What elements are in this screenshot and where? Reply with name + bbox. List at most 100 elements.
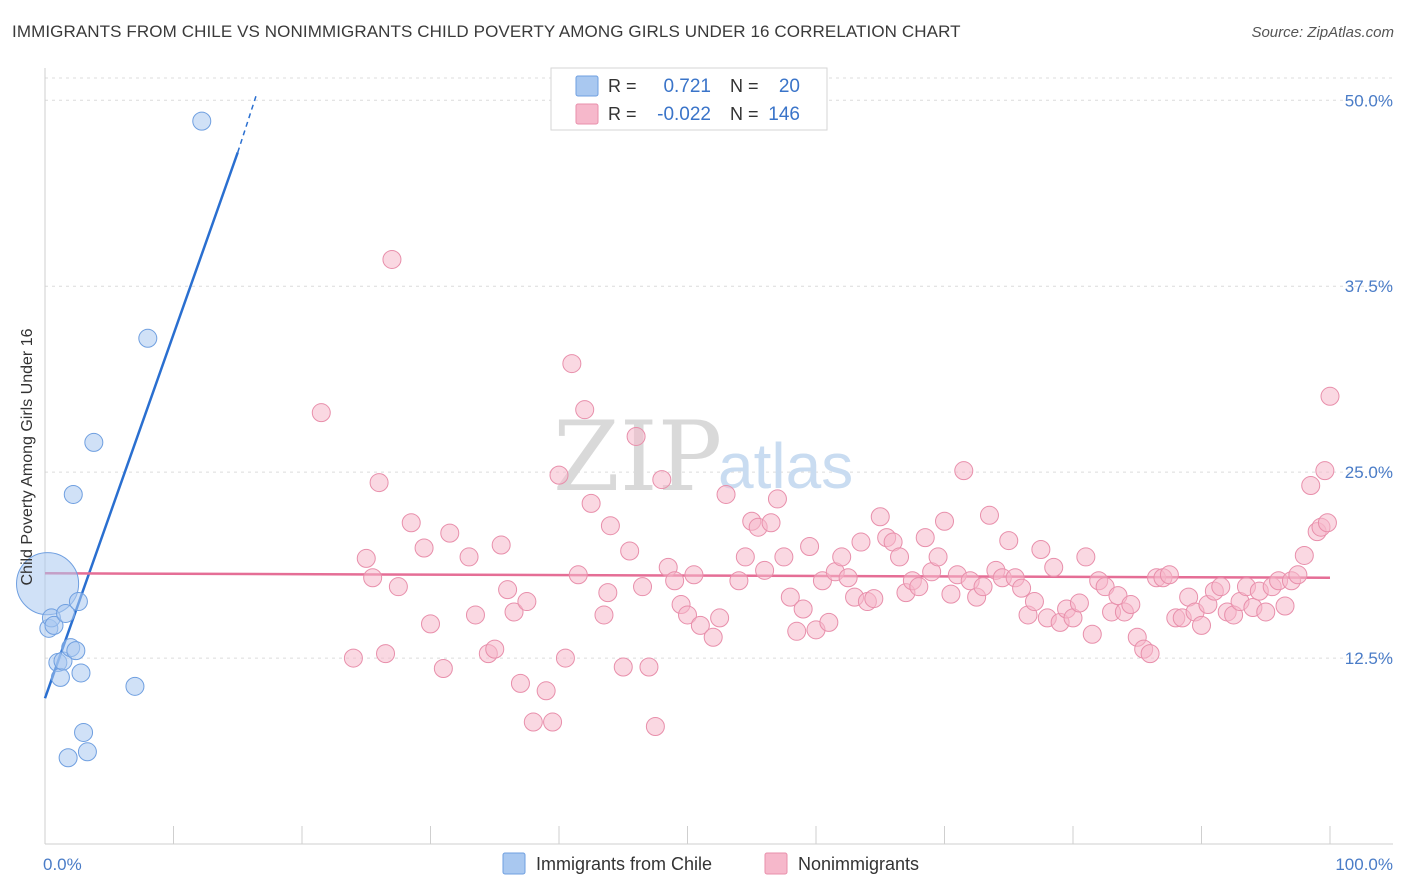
point-nonimmigrants xyxy=(1082,624,1102,644)
point-nonimmigrants xyxy=(1159,565,1179,585)
legend-r-label: R = xyxy=(608,104,637,124)
point-immigrants-chile xyxy=(84,432,104,452)
point-immigrants-chile xyxy=(77,742,97,762)
point-nonimmigrants xyxy=(498,580,518,600)
point-nonimmigrants xyxy=(626,426,646,446)
axes xyxy=(44,68,1393,845)
point-nonimmigrants xyxy=(645,716,665,736)
legend-r-value: 0.721 xyxy=(663,76,711,97)
point-nonimmigrants xyxy=(928,547,948,567)
point-nonimmigrants xyxy=(1288,565,1308,585)
point-nonimmigrants xyxy=(536,681,556,701)
legend-bottom-chile: Immigrants from Chile xyxy=(536,854,712,874)
data-points xyxy=(16,111,1340,768)
watermark: ZIP atlas xyxy=(553,401,853,513)
point-nonimmigrants xyxy=(414,538,434,558)
point-nonimmigrants xyxy=(555,648,575,668)
point-immigrants-chile xyxy=(56,603,76,623)
point-nonimmigrants xyxy=(598,583,618,603)
point-nonimmigrants xyxy=(890,547,910,567)
point-immigrants-chile xyxy=(63,484,83,504)
point-nonimmigrants xyxy=(581,493,601,513)
point-nonimmigrants xyxy=(819,612,839,632)
point-nonimmigrants xyxy=(562,354,582,374)
point-nonimmigrants xyxy=(665,571,685,591)
point-nonimmigrants xyxy=(941,584,961,604)
point-nonimmigrants xyxy=(999,531,1019,551)
point-nonimmigrants xyxy=(549,465,569,485)
point-nonimmigrants xyxy=(729,571,749,591)
point-nonimmigrants xyxy=(800,537,820,557)
watermark-zip: ZIP xyxy=(553,401,722,513)
point-nonimmigrants xyxy=(388,577,408,597)
trend-line-chile-extension xyxy=(237,92,258,153)
point-immigrants-chile xyxy=(66,641,86,661)
point-nonimmigrants xyxy=(735,547,755,567)
point-nonimmigrants xyxy=(1012,578,1032,598)
point-nonimmigrants xyxy=(864,589,884,609)
point-nonimmigrants xyxy=(369,473,389,493)
point-nonimmigrants xyxy=(382,249,402,269)
point-immigrants-chile xyxy=(71,663,91,683)
point-nonimmigrants xyxy=(774,547,794,567)
point-nonimmigrants xyxy=(459,547,479,567)
point-nonimmigrants xyxy=(1076,547,1096,567)
point-immigrants-chile xyxy=(58,748,78,768)
legend-n-label: N = xyxy=(730,76,759,96)
point-nonimmigrants xyxy=(1031,539,1051,559)
point-nonimmigrants xyxy=(311,403,331,423)
point-nonimmigrants xyxy=(600,516,620,536)
point-nonimmigrants xyxy=(523,712,543,732)
gridlines xyxy=(45,77,1393,659)
legend-bottom-swatch-chile xyxy=(502,852,526,875)
point-nonimmigrants xyxy=(1294,545,1314,565)
legend-n-label: N = xyxy=(730,104,759,124)
point-nonimmigrants xyxy=(440,523,460,543)
point-nonimmigrants xyxy=(678,605,697,625)
point-nonimmigrants xyxy=(421,614,440,634)
point-nonimmigrants xyxy=(915,528,935,548)
point-nonimmigrants xyxy=(485,639,505,659)
x-tick-labels: 0.0% 100.0% xyxy=(43,855,1393,874)
point-nonimmigrants xyxy=(343,648,363,668)
point-nonimmigrants xyxy=(780,587,800,607)
point-nonimmigrants xyxy=(1315,461,1335,481)
legend-swatch-chile xyxy=(575,75,599,97)
x-tick-label: 100.0% xyxy=(1335,855,1393,874)
point-immigrants-chile xyxy=(192,111,212,131)
point-nonimmigrants xyxy=(793,599,813,619)
point-nonimmigrants xyxy=(690,615,710,635)
point-immigrants-chile xyxy=(138,328,158,348)
y-tick-label: 37.5% xyxy=(1345,277,1393,296)
y-tick-label: 12.5% xyxy=(1345,649,1393,668)
point-nonimmigrants xyxy=(909,577,929,597)
point-nonimmigrants xyxy=(613,657,633,677)
point-nonimmigrants xyxy=(710,608,730,628)
legend-swatch-nonimmigrants xyxy=(575,103,599,125)
point-nonimmigrants xyxy=(787,621,807,641)
watermark-atlas: atlas xyxy=(718,430,853,502)
point-nonimmigrants xyxy=(703,627,723,647)
point-nonimmigrants xyxy=(1211,577,1231,597)
point-nonimmigrants xyxy=(684,565,704,585)
point-immigrants-chile xyxy=(44,615,64,635)
point-nonimmigrants xyxy=(620,541,640,561)
legend-bottom: Immigrants from Chile Nonimmigrants xyxy=(502,852,919,875)
point-nonimmigrants xyxy=(1044,557,1064,577)
chart-source: Source: ZipAtlas.com xyxy=(1251,24,1394,41)
point-nonimmigrants xyxy=(979,505,999,525)
point-nonimmigrants xyxy=(363,568,383,588)
legend-r-value: -0.022 xyxy=(657,104,711,125)
point-nonimmigrants xyxy=(633,577,653,597)
point-nonimmigrants xyxy=(838,568,858,588)
y-tick-labels: 12.5% 25.0% 37.5% 50.0% xyxy=(1345,91,1393,668)
point-nonimmigrants xyxy=(517,592,537,612)
point-nonimmigrants xyxy=(491,535,511,555)
legend-r-label: R = xyxy=(608,76,637,96)
point-nonimmigrants xyxy=(1275,596,1295,616)
point-nonimmigrants xyxy=(543,712,563,732)
point-immigrants-chile xyxy=(50,667,70,687)
point-nonimmigrants xyxy=(401,513,421,533)
point-nonimmigrants xyxy=(954,461,974,481)
point-immigrants-chile xyxy=(74,722,94,742)
